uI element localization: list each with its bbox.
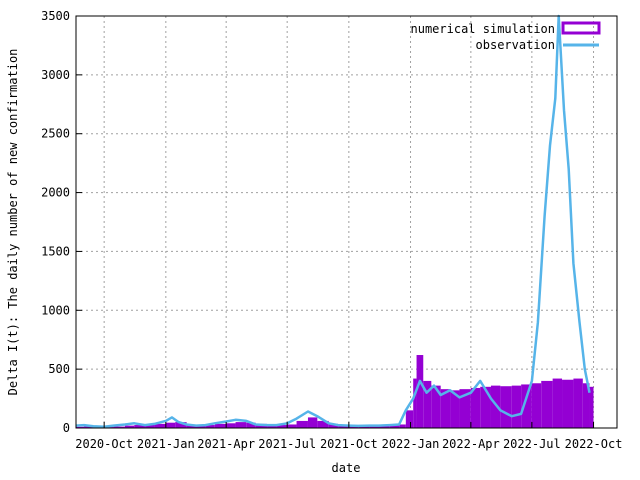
bar-mark: [405, 410, 414, 428]
y-tick-label: 2500: [41, 127, 70, 141]
bar-mark: [113, 426, 125, 428]
bar-mark: [440, 389, 451, 428]
bar-mark: [450, 390, 460, 428]
bar-mark: [500, 386, 512, 428]
bar-mark: [235, 422, 247, 428]
x-tick-label: 2021-Jan: [137, 437, 195, 451]
axis-ticks: 0 500 1000 1500 2000 2500 3000 3500 2020-Oct 2021…: [41, 9, 622, 451]
bar-mark: [521, 384, 532, 428]
bar-mark: [389, 425, 400, 428]
y-axis-title: Delta I(t): The daily number of new conf…: [6, 49, 20, 396]
bar-mark: [195, 425, 206, 428]
bar-mark: [124, 425, 135, 428]
bar-mark: [76, 426, 85, 428]
bar-mark: [562, 379, 574, 428]
x-tick-label: 2022-Jul: [503, 437, 561, 451]
bar-mark: [413, 378, 417, 428]
bar-mark: [246, 422, 256, 428]
bar-mark: [459, 389, 471, 428]
y-tick-label: 1000: [41, 303, 70, 317]
y-tick-label: 3500: [41, 9, 70, 23]
x-tick-label: 2020-Oct: [75, 437, 133, 451]
observation-line: [75, 14, 591, 429]
bar-mark: [165, 422, 176, 428]
bar-mark: [423, 380, 432, 428]
bar-mark: [134, 425, 146, 428]
y-tick-label: 3000: [41, 68, 70, 82]
bar-mark: [470, 387, 481, 428]
plot-frame: [75, 15, 618, 429]
y-tick-label: 1500: [41, 244, 70, 258]
bar-mark: [226, 423, 236, 428]
legend-label-observation: observation: [476, 38, 555, 52]
bar-mark: [552, 378, 563, 428]
bar-mark: [296, 420, 308, 428]
x-tick-label: 2022-Apr: [442, 437, 500, 451]
bar-mark: [511, 385, 522, 428]
bar-mark: [287, 424, 297, 428]
bar-mark: [589, 386, 594, 428]
x-axis-title: date: [332, 461, 361, 475]
bar-mark: [531, 383, 542, 428]
bar-mark: [399, 424, 406, 428]
x-tick-label: 2022-Jan: [382, 437, 440, 451]
y-tick-label: 500: [48, 362, 70, 376]
bar-mark: [541, 380, 553, 428]
bar-mark: [480, 386, 491, 428]
bar-mark: [307, 417, 318, 428]
bar-mark: [84, 426, 94, 428]
legend-label-numerical-simulation: numerical simulation: [411, 22, 556, 36]
x-tick-label: 2021-Jul: [258, 437, 316, 451]
bar-mark: [175, 422, 187, 428]
x-tick-label: 2021-Apr: [197, 437, 255, 451]
legend: numerical simulation observation: [411, 21, 601, 52]
bar-mark: [582, 383, 590, 428]
bar-mark: [379, 425, 390, 428]
bar-mark: [154, 423, 166, 428]
x-tick-label: 2022-Oct: [565, 437, 623, 451]
y-tick-label: 2000: [41, 186, 70, 200]
grid-lines: [76, 16, 617, 428]
legend-swatch-numerical-simulation: [561, 21, 601, 35]
bar-mark: [328, 423, 339, 428]
bar-mark: [490, 385, 501, 428]
x-tick-label: 2021-Oct: [320, 437, 378, 451]
y-tick-label: 0: [63, 421, 70, 435]
bar-mark: [416, 355, 424, 428]
bar-series: [76, 355, 594, 428]
bar-mark: [431, 385, 441, 428]
bar-mark: [317, 420, 329, 428]
line-series: [75, 14, 591, 429]
bar-mark: [276, 425, 288, 428]
bar-mark: [145, 424, 155, 428]
bar-mark: [205, 425, 215, 428]
bar-mark: [573, 378, 583, 428]
bar-mark: [214, 423, 227, 428]
